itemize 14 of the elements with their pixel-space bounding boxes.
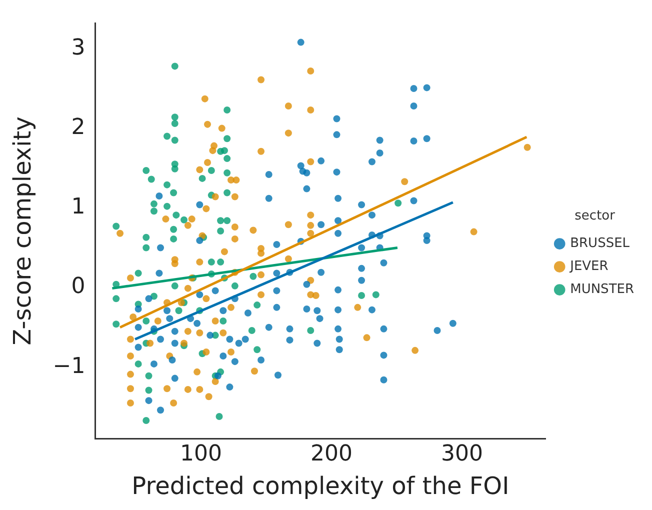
y-tick-label: 0	[71, 274, 86, 300]
x-tick-label: 200	[310, 442, 353, 467]
x-axis-title: Predicted complexity of the FOI	[132, 472, 510, 500]
y-tick-label: 2	[71, 115, 86, 140]
y-tick-label: 3	[71, 35, 86, 60]
y-axis-title: Z-score complexity	[8, 116, 37, 346]
x-tick-label: 300	[441, 442, 484, 467]
legend-label: JEVER	[569, 259, 608, 274]
legend-label: MUNSTER	[570, 282, 634, 298]
legend-title: sector	[574, 208, 616, 224]
y-tick-label: −1	[52, 354, 86, 379]
y-tick-label: 1	[71, 194, 86, 220]
x-tick-label: 100	[180, 442, 222, 467]
legend-label: BRUSSEL	[570, 236, 630, 252]
